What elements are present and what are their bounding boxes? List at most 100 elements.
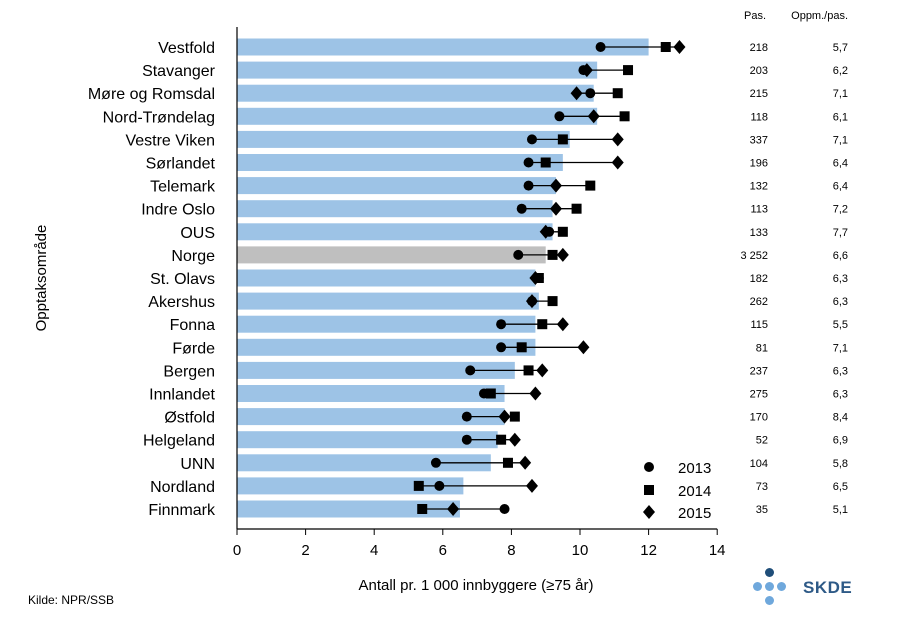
marker-2013 [465, 365, 476, 376]
opp-per-pat-value: 6,3 [833, 273, 848, 285]
marker-2015 [580, 63, 593, 78]
marker-2013 [523, 157, 534, 168]
patients-value: 196 [750, 158, 768, 170]
patients-value: 215 [750, 88, 768, 100]
opp-per-pat-value: 5,1 [833, 504, 848, 516]
patients-value: 52 [756, 435, 768, 447]
opp-per-pat-value: 8,4 [833, 412, 848, 424]
bar [237, 246, 546, 264]
bar [237, 269, 536, 287]
patients-value: 115 [750, 319, 768, 331]
category-label: Stavanger [142, 63, 216, 80]
x-tick-label: 2 [301, 542, 309, 559]
marker-2014 [496, 434, 507, 445]
category-label: Innlandet [149, 387, 215, 404]
x-tick-label: 6 [439, 542, 447, 559]
patients-value: 237 [750, 365, 768, 377]
category-label: Akershus [148, 294, 215, 311]
bar [237, 107, 598, 125]
opp-per-pat-value: 6,1 [833, 111, 848, 123]
markers-layer [413, 40, 686, 516]
marker-2014 [623, 65, 634, 76]
patients-value: 182 [750, 273, 768, 285]
opp-per-pat-value: 6,3 [833, 296, 848, 308]
legend-label: 2013 [678, 460, 711, 477]
marker-2015 [529, 271, 542, 285]
marker-2014 [540, 157, 551, 168]
opp-per-pat-value: 6,6 [833, 250, 848, 262]
marker-2015 [587, 109, 600, 124]
x-tick-label: 8 [507, 542, 515, 559]
x-tick-label: 10 [572, 542, 589, 559]
opp-per-pat-value: 7,1 [833, 88, 848, 100]
marker-2013 [554, 111, 565, 122]
category-label: UNN [180, 456, 215, 473]
bar [237, 38, 649, 56]
opp-per-pat-value: 6,5 [833, 481, 848, 493]
patients-value: 275 [750, 389, 768, 401]
marker-2013 [523, 180, 534, 191]
marker-2015 [556, 317, 569, 332]
bar [237, 408, 505, 426]
opp-per-pat-value: 6,4 [833, 158, 848, 170]
category-label: Fonna [170, 317, 215, 334]
legend-marker-2013 [644, 462, 654, 472]
x-tick-label: 0 [233, 542, 241, 559]
bar [237, 61, 598, 79]
marker-2015 [529, 386, 542, 401]
marker-2013 [496, 342, 507, 353]
marker-2015 [539, 224, 552, 239]
bar [237, 154, 563, 171]
patients-value: 118 [750, 111, 768, 123]
legend-label: 2014 [678, 483, 711, 500]
bar [237, 223, 553, 241]
category-label: Østfold [164, 410, 215, 427]
patients-value: 132 [750, 181, 768, 193]
marker-2015 [570, 86, 583, 101]
bar [237, 431, 498, 449]
category-labels: Vestfold Stavanger Møre og Romsdal Nord-Trø… [88, 40, 216, 519]
x-tick-label: 12 [640, 542, 657, 559]
marker-2014 [571, 203, 582, 214]
marker-2014 [612, 88, 623, 99]
category-label: Indre Oslo [141, 202, 215, 219]
patients-value: 3 252 [740, 250, 768, 262]
marker-2015 [508, 432, 521, 447]
marker-2013 [499, 504, 510, 514]
category-label: Møre og Romsdal [88, 86, 215, 103]
logo-dot [777, 582, 786, 591]
patients-value: 203 [750, 65, 768, 77]
opp-per-pat-value: 7,7 [833, 227, 848, 239]
patients-value: 35 [756, 504, 768, 516]
marker-2015 [549, 178, 562, 193]
legend-label: 2015 [678, 505, 711, 522]
category-label: Nord-Trøndelag [103, 109, 215, 126]
marker-2015 [536, 363, 549, 378]
category-label: Bergen [163, 363, 215, 380]
patients-value: 133 [750, 227, 768, 239]
opp-per-pat-value: 6,9 [833, 435, 848, 447]
marker-2014 [537, 319, 548, 330]
marker-2015 [519, 455, 532, 470]
source-note: Kilde: NPR/SSB [28, 593, 115, 607]
opp-per-pat-value: 5,8 [833, 458, 848, 470]
marker-2014 [547, 249, 558, 260]
logo-dot [753, 582, 762, 591]
marker-2015 [611, 155, 624, 170]
marker-2015 [525, 478, 538, 493]
marker-2015 [611, 132, 624, 147]
bar [237, 177, 556, 195]
opp-per-pat-value: 5,7 [833, 42, 848, 54]
marker-2014 [547, 296, 558, 307]
category-label: St. Olavs [150, 271, 215, 288]
marker-2013 [513, 249, 524, 260]
marker-2014 [413, 480, 424, 491]
marker-2013 [516, 203, 527, 214]
marker-2015 [549, 201, 562, 216]
marker-2013 [434, 480, 445, 491]
opp-per-pat-value: 6,3 [833, 389, 848, 401]
bar [237, 385, 505, 402]
marker-2013 [526, 134, 537, 145]
patients-value: 262 [750, 296, 768, 308]
